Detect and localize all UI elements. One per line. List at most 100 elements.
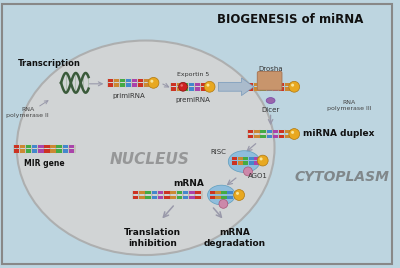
Bar — [232, 157, 237, 160]
Bar — [189, 191, 195, 194]
Bar — [249, 157, 254, 160]
Bar — [177, 83, 182, 86]
Bar — [279, 83, 284, 86]
Text: BIOGENESIS of miRNA: BIOGENESIS of miRNA — [217, 13, 364, 26]
Bar — [139, 191, 145, 194]
Bar — [279, 135, 284, 138]
Bar — [216, 196, 221, 199]
Bar — [108, 79, 114, 82]
Bar — [183, 83, 188, 86]
Circle shape — [291, 131, 294, 134]
Bar — [248, 130, 254, 133]
Circle shape — [236, 192, 239, 195]
Bar — [260, 130, 266, 133]
Circle shape — [234, 189, 244, 200]
Bar — [273, 130, 278, 133]
Bar — [285, 130, 290, 133]
Circle shape — [206, 84, 210, 87]
Bar — [38, 149, 44, 153]
Bar — [138, 83, 143, 87]
Circle shape — [204, 81, 215, 92]
Bar — [243, 161, 248, 165]
Bar — [62, 149, 68, 153]
Ellipse shape — [228, 151, 260, 172]
Bar — [260, 135, 266, 138]
Bar — [279, 87, 284, 91]
Bar — [50, 149, 56, 153]
Bar — [171, 83, 176, 86]
Bar — [248, 135, 254, 138]
Bar — [238, 157, 242, 160]
Bar — [177, 191, 182, 194]
Bar — [108, 83, 114, 87]
Text: Dicer: Dicer — [262, 107, 280, 113]
Bar — [32, 145, 38, 148]
Text: RNA
polymerase III: RNA polymerase III — [327, 100, 372, 111]
Ellipse shape — [266, 98, 275, 103]
Bar — [216, 191, 221, 194]
Bar — [189, 87, 194, 91]
Bar — [152, 196, 157, 199]
Bar — [201, 83, 206, 86]
Bar — [243, 157, 248, 160]
Bar — [260, 83, 266, 86]
Bar — [266, 87, 272, 91]
Bar — [62, 145, 68, 148]
Bar — [285, 87, 290, 91]
Bar — [254, 161, 259, 165]
Circle shape — [289, 129, 300, 139]
Bar — [279, 130, 284, 133]
Bar — [189, 196, 195, 199]
Bar — [158, 191, 163, 194]
Bar — [50, 145, 56, 148]
Bar — [227, 191, 232, 194]
Bar — [227, 196, 232, 199]
Bar — [177, 196, 182, 199]
Bar — [56, 149, 62, 153]
Ellipse shape — [17, 40, 274, 255]
Bar — [177, 87, 182, 91]
Bar — [171, 87, 176, 91]
FancyArrow shape — [218, 78, 254, 96]
Circle shape — [148, 77, 159, 88]
Bar — [114, 79, 119, 82]
Text: premiRNA: premiRNA — [176, 96, 210, 103]
Bar — [266, 83, 272, 86]
Bar — [44, 145, 50, 148]
Bar — [273, 83, 278, 86]
Bar — [210, 191, 215, 194]
Bar — [285, 135, 290, 138]
Text: AGO1: AGO1 — [248, 173, 268, 179]
Text: Exportin 5: Exportin 5 — [177, 72, 209, 77]
Bar — [238, 161, 242, 165]
Bar — [266, 135, 272, 138]
Text: CYTOPLASM: CYTOPLASM — [295, 170, 390, 184]
Bar — [195, 87, 200, 91]
Circle shape — [257, 155, 268, 166]
Bar — [254, 87, 260, 91]
Text: NUCLEUS: NUCLEUS — [110, 152, 190, 167]
Bar — [14, 149, 19, 153]
Bar — [26, 149, 31, 153]
Bar — [38, 145, 44, 148]
Bar — [126, 79, 131, 82]
Bar — [20, 145, 25, 148]
Bar — [144, 79, 149, 82]
Bar — [145, 191, 151, 194]
Text: miRNA duplex: miRNA duplex — [303, 129, 374, 139]
Bar — [120, 79, 125, 82]
Circle shape — [178, 82, 188, 91]
Bar — [273, 135, 278, 138]
Text: MIR gene: MIR gene — [24, 159, 64, 168]
Bar — [152, 191, 157, 194]
Bar — [69, 149, 74, 153]
Bar — [260, 87, 266, 91]
Bar — [145, 196, 151, 199]
Circle shape — [150, 80, 153, 83]
Bar — [210, 196, 215, 199]
Circle shape — [219, 199, 228, 208]
Bar — [114, 83, 119, 87]
Bar — [248, 83, 254, 86]
Text: Drosha: Drosha — [258, 66, 283, 72]
Circle shape — [260, 157, 263, 161]
